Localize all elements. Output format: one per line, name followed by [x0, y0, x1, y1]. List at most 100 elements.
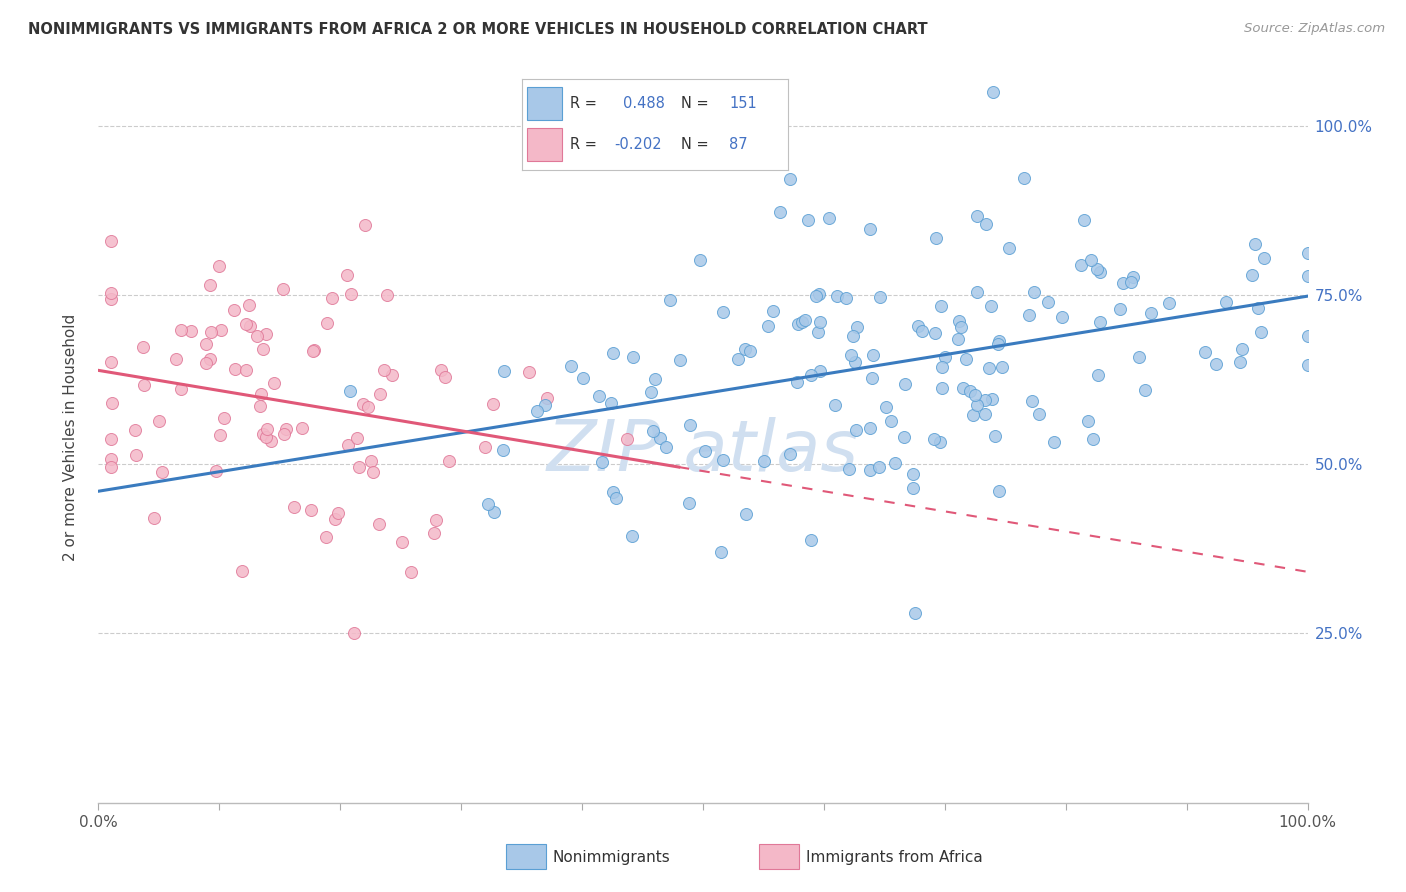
Point	[868, 459, 890, 474]
Point	[200, 325, 222, 339]
Point	[132, 340, 155, 354]
Point	[818, 211, 841, 225]
Point	[1012, 171, 1035, 186]
Point	[194, 337, 217, 351]
Point	[693, 444, 716, 458]
Point	[987, 336, 1010, 351]
Point	[955, 352, 977, 367]
Point	[901, 467, 924, 481]
Point	[1087, 368, 1109, 383]
Point	[368, 516, 391, 531]
Point	[148, 414, 170, 428]
Point	[965, 388, 987, 402]
Point	[988, 334, 1011, 348]
Point	[354, 218, 377, 232]
Point	[302, 343, 325, 357]
Point	[1109, 301, 1132, 316]
Point	[1296, 246, 1319, 260]
Point	[572, 371, 595, 385]
Point	[260, 434, 283, 448]
Point	[100, 396, 122, 410]
Point	[1088, 315, 1111, 329]
Point	[477, 497, 499, 511]
Point	[859, 420, 882, 434]
Point	[195, 355, 218, 369]
Point	[254, 430, 277, 444]
Point	[859, 222, 882, 236]
Point	[100, 285, 122, 300]
Point	[808, 286, 831, 301]
Point	[256, 422, 278, 436]
Point	[423, 525, 446, 540]
Point	[208, 259, 231, 273]
Point	[858, 462, 880, 476]
Point	[901, 481, 924, 495]
Point	[368, 387, 391, 401]
Point	[1122, 269, 1144, 284]
Point	[429, 363, 451, 377]
Point	[1253, 252, 1275, 266]
Point	[301, 502, 323, 516]
Point	[143, 511, 166, 525]
Point	[884, 456, 907, 470]
Point	[1296, 359, 1319, 373]
Point	[336, 268, 359, 282]
Point	[235, 362, 257, 376]
Point	[991, 359, 1014, 374]
Point	[602, 484, 624, 499]
Point	[391, 535, 413, 549]
Point	[100, 452, 122, 467]
Point	[343, 626, 366, 640]
Point	[1028, 407, 1050, 421]
Point	[124, 423, 146, 437]
Point	[800, 533, 823, 547]
Point	[224, 303, 246, 318]
Point	[271, 282, 294, 296]
Point	[200, 351, 222, 366]
Point	[291, 421, 314, 435]
Point	[124, 449, 146, 463]
Point	[981, 392, 1004, 407]
Point	[212, 411, 235, 425]
Point	[165, 351, 187, 366]
Point	[1232, 342, 1254, 356]
Point	[928, 434, 950, 449]
Point	[924, 231, 946, 245]
Point	[100, 459, 122, 474]
Point	[835, 291, 858, 305]
Point	[246, 329, 269, 343]
Text: NONIMMIGRANTS VS IMMIGRANTS FROM AFRICA 2 OR MORE VEHICLES IN HOUSEHOLD CORRELAT: NONIMMIGRANTS VS IMMIGRANTS FROM AFRICA …	[28, 22, 928, 37]
Point	[321, 291, 343, 305]
Point	[1087, 262, 1109, 277]
Point	[845, 424, 868, 438]
Point	[198, 278, 221, 293]
Point	[134, 378, 156, 392]
Point	[734, 342, 756, 356]
Point	[205, 464, 228, 478]
Point	[1081, 432, 1104, 446]
Point	[966, 398, 988, 412]
Point	[231, 564, 253, 578]
Point	[346, 431, 368, 445]
Point	[689, 253, 711, 268]
Point	[373, 363, 395, 377]
Point	[679, 418, 702, 433]
Point	[591, 455, 613, 469]
Point	[339, 384, 361, 399]
Point	[779, 172, 801, 186]
Point	[239, 318, 262, 333]
Point	[301, 343, 323, 358]
Text: ZIP atlas: ZIP atlas	[547, 417, 859, 486]
Point	[315, 530, 337, 544]
Point	[949, 320, 972, 334]
Point	[948, 314, 970, 328]
Point	[893, 430, 915, 444]
Point	[907, 319, 929, 334]
Point	[934, 350, 956, 364]
Point	[752, 454, 775, 468]
Bar	[759, 844, 799, 869]
Point	[1070, 258, 1092, 272]
Point	[283, 500, 305, 515]
Point	[1128, 350, 1150, 364]
Point	[650, 431, 672, 445]
